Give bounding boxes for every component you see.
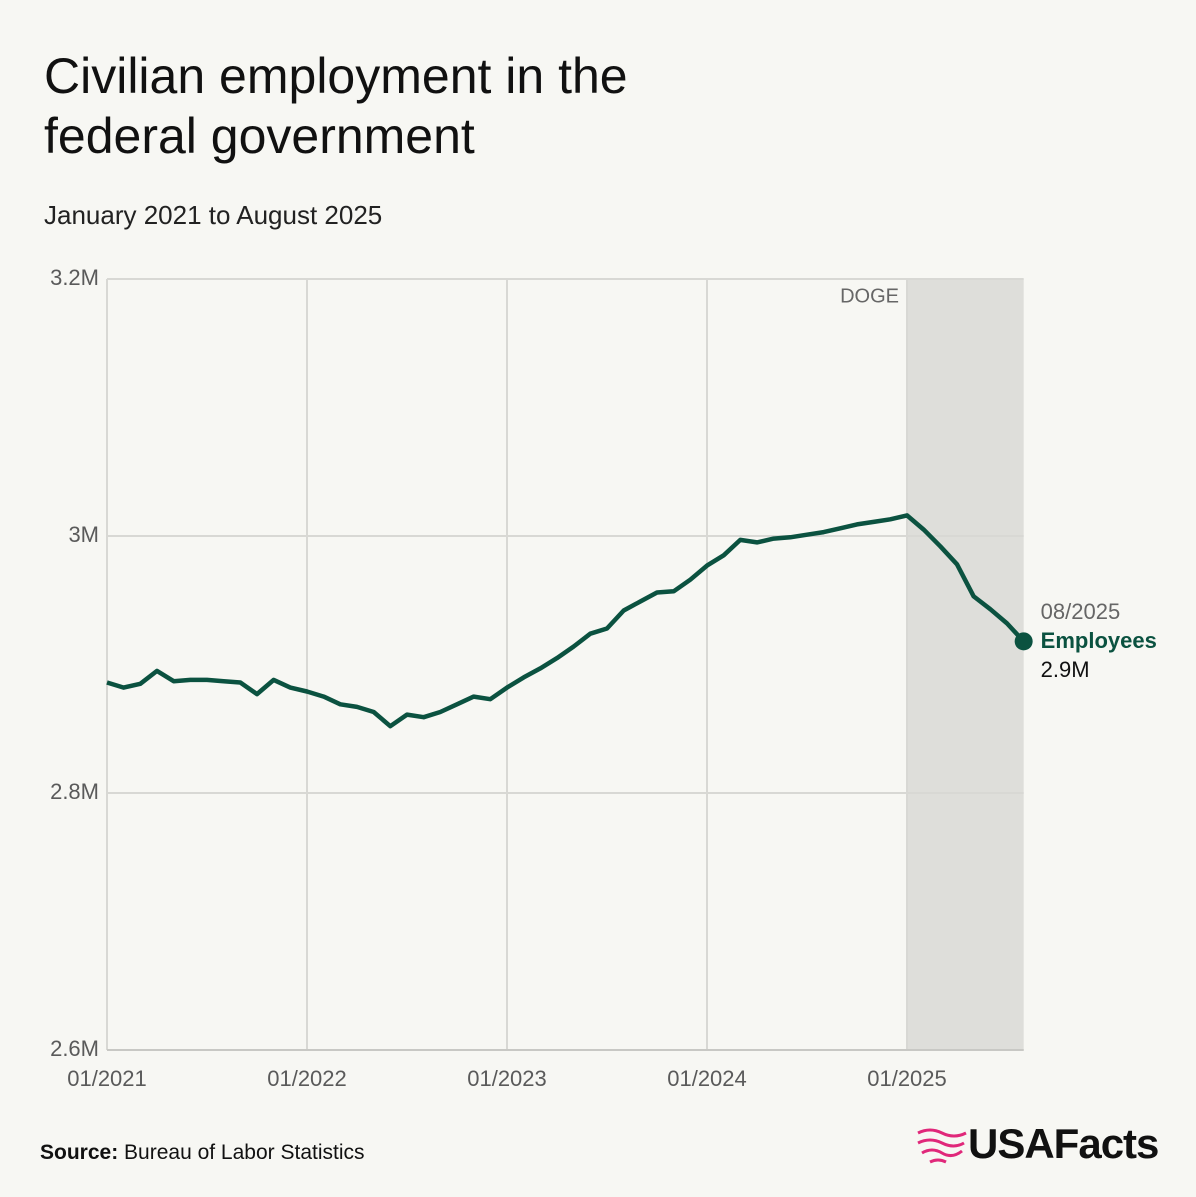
source-label: Source:: [40, 1141, 118, 1164]
y-tick-label: 2.6M: [50, 1036, 99, 1061]
legend-label: Employees: [1041, 628, 1157, 653]
y-tick-label: 3.2M: [50, 265, 99, 290]
x-tick-label: 01/2025: [867, 1066, 947, 1091]
shaded-region: [907, 279, 1024, 1050]
x-tick-label: 01/2024: [667, 1066, 747, 1091]
logo-icon: [917, 1128, 967, 1164]
end-point: [1014, 632, 1033, 651]
x-tick-label: 01/2021: [67, 1066, 147, 1091]
chart-title: Civilian employment in the: [44, 48, 628, 104]
series-line: [106, 513, 1026, 729]
y-tick-label: 3M: [68, 522, 99, 547]
plot-area: DOGE 2.6M 2.8M 3M 3.2M 01/2021 01/2022 01/2023 0…: [50, 265, 1157, 1091]
x-tick-label: 01/2023: [467, 1066, 547, 1091]
region-label: DOGE: [840, 285, 899, 307]
source: Source: Bureau of Labor Statistics: [40, 1141, 365, 1164]
chart-subtitle: January 2021 to August 2025: [44, 200, 382, 230]
y-tick-label: 2.8M: [50, 779, 99, 804]
x-tick-label: 01/2022: [267, 1066, 347, 1091]
value-label: 2.9M: [1041, 657, 1090, 682]
source-text: Bureau of Labor Statistics: [124, 1141, 364, 1164]
logo: USAFacts: [968, 1120, 1158, 1167]
chart-title: federal government: [44, 108, 475, 164]
end-date: 08/2025: [1041, 599, 1121, 624]
